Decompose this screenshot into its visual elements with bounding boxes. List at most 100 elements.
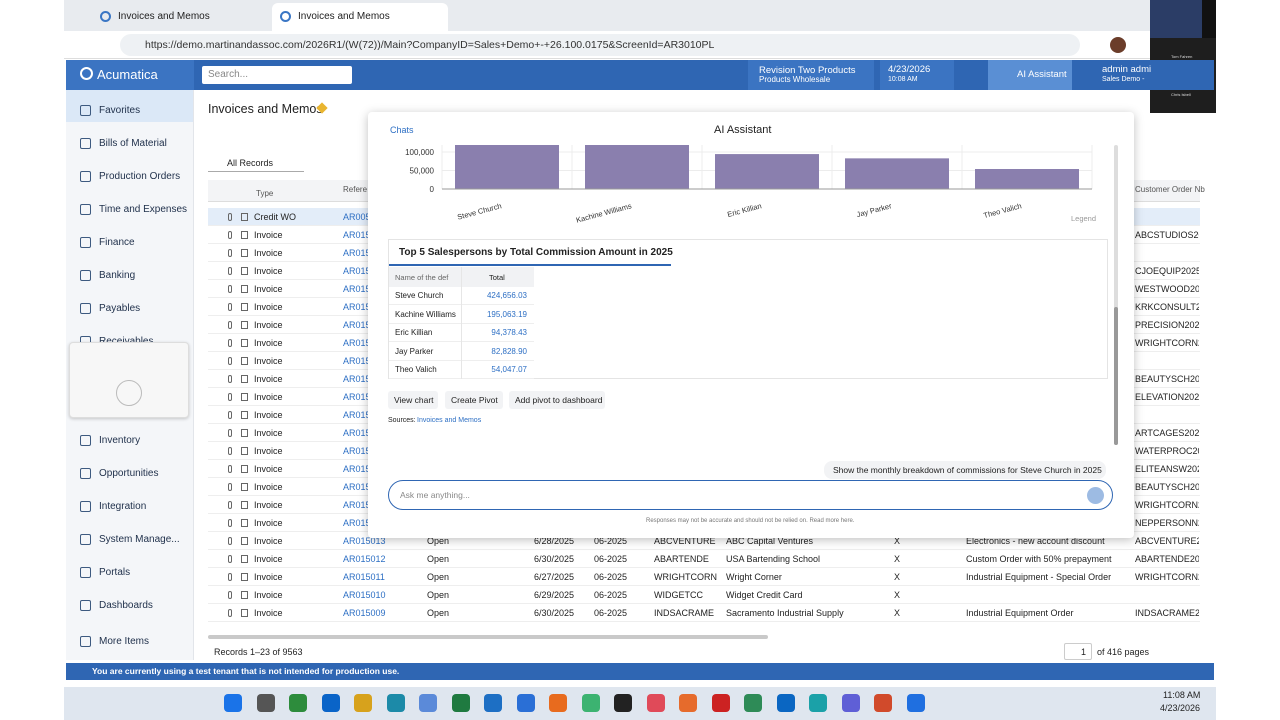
sidebar-item[interactable]: More Items: [99, 636, 150, 647]
cell-ref[interactable]: AR015: [343, 302, 371, 312]
taskbar-app[interactable]: [419, 694, 437, 712]
page-input[interactable]: [1064, 643, 1092, 660]
cell-ref[interactable]: AR015: [343, 518, 371, 528]
grid-row[interactable]: [208, 568, 1200, 586]
taskbar-app[interactable]: [516, 694, 535, 712]
action-button[interactable]: Create Pivot: [445, 391, 503, 409]
sidebar-item[interactable]: Payables: [99, 303, 141, 314]
cell-ref[interactable]: AR015: [343, 284, 371, 294]
source-link[interactable]: Invoices and Memos: [417, 417, 482, 424]
taskbar-app[interactable]: [289, 694, 307, 712]
grid-row[interactable]: [208, 586, 1200, 604]
taskbar-app[interactable]: [321, 694, 340, 712]
address-bar[interactable]: [120, 34, 1080, 56]
grid-row[interactable]: [208, 532, 1200, 550]
taskbar-app[interactable]: [581, 694, 600, 712]
sidebar-item[interactable]: Finance: [99, 237, 135, 248]
taskbar-app[interactable]: [809, 694, 827, 712]
taskbar-app[interactable]: [646, 694, 665, 712]
sidebar-item[interactable]: Opportunities: [99, 468, 159, 479]
action-button[interactable]: Add pivot to dashboard: [509, 391, 605, 409]
taskbar-app[interactable]: [386, 694, 405, 712]
back-link[interactable]: Chats: [390, 125, 414, 135]
taskbar-app[interactable]: [874, 694, 892, 712]
sidebar-icon: [80, 435, 91, 446]
cell-ref[interactable]: AR015010: [343, 590, 386, 600]
cell-ref[interactable]: AR015013: [343, 536, 386, 546]
cell-desc: Custom Order with 50% prepayment: [966, 554, 1112, 564]
cell-ref[interactable]: AR015012: [343, 554, 386, 564]
note-icon: [241, 465, 248, 473]
tab-title: Invoices and Memos: [298, 11, 390, 22]
search-box[interactable]: Search...: [202, 66, 352, 84]
branch-selector[interactable]: [748, 60, 874, 90]
note-icon: [241, 609, 248, 617]
taskbar-app[interactable]: [484, 694, 502, 712]
action-button[interactable]: View chart: [388, 391, 438, 409]
panel-title: AI Assistant: [714, 124, 772, 136]
cell-ref[interactable]: AR005: [343, 212, 371, 222]
filter-select[interactable]: All Records: [208, 155, 304, 172]
logo: Acumatica: [97, 67, 158, 82]
cell-ref[interactable]: AR015: [343, 392, 371, 402]
taskbar-app[interactable]: [744, 694, 762, 712]
cell-ref[interactable]: AR015: [343, 500, 371, 510]
cell-ref[interactable]: AR015: [343, 446, 371, 456]
taskbar-app[interactable]: [776, 694, 795, 712]
cell-ref[interactable]: AR015: [343, 464, 371, 474]
cell-ref[interactable]: AR015: [343, 320, 371, 330]
cell-ref[interactable]: AR015: [343, 356, 371, 366]
grid-row[interactable]: [208, 604, 1200, 622]
send-button[interactable]: [1087, 487, 1104, 504]
cell-ref[interactable]: AR015011: [343, 572, 385, 582]
cell-ref[interactable]: AR015: [343, 230, 371, 240]
cell-order: WATERPROC20: [1135, 447, 1199, 456]
ai-button[interactable]: [988, 60, 1072, 90]
taskbar-app[interactable]: [679, 694, 697, 712]
cell-ref[interactable]: AR015: [343, 338, 371, 348]
sidebar-item[interactable]: Integration: [99, 501, 147, 512]
taskbar-app[interactable]: [354, 694, 372, 712]
browser-tab[interactable]: Invoices and Memos: [272, 3, 448, 31]
cell-type: Invoice: [254, 572, 283, 582]
date-selector[interactable]: [880, 60, 954, 90]
taskbar-app[interactable]: [224, 694, 242, 712]
cell-ref[interactable]: AR015: [343, 266, 371, 276]
sidebar-item[interactable]: System Manage...: [99, 534, 180, 545]
cell-desc: Industrial Equipment Order: [966, 608, 1074, 618]
cell-ref[interactable]: AR015009: [343, 608, 386, 618]
taskbar-app[interactable]: [906, 694, 925, 712]
sidebar-item[interactable]: Portals: [99, 567, 131, 578]
sidebar-item[interactable]: Banking: [99, 270, 136, 281]
cell-ref[interactable]: AR015: [343, 482, 371, 492]
taskbar-app[interactable]: [614, 694, 632, 712]
note-icon: [241, 537, 248, 545]
mic-button[interactable]: [116, 380, 142, 406]
sidebar-item[interactable]: Receivables: [99, 337, 153, 347]
taskbar-app[interactable]: [549, 694, 567, 712]
cell-status: Open: [427, 572, 450, 582]
sidebar-item[interactable]: Production Orders: [99, 171, 181, 182]
grid-row[interactable]: [208, 550, 1200, 568]
cell-ref[interactable]: AR015: [343, 428, 371, 438]
note-icon: [241, 375, 248, 383]
sidebar-item[interactable]: Favorites: [99, 105, 141, 116]
taskbar-app[interactable]: [451, 694, 470, 712]
cell-date: 6/30/2025: [534, 608, 575, 618]
cell-ref[interactable]: AR015: [343, 410, 371, 420]
cell-ref[interactable]: AR015: [343, 374, 371, 384]
chat-input[interactable]: Ask me anything...: [388, 480, 1113, 510]
taskbar-app[interactable]: [841, 694, 860, 712]
sidebar-item[interactable]: Bills of Material: [99, 138, 167, 149]
panel-scrollbar: [1114, 145, 1118, 445]
cell-ref[interactable]: AR015: [343, 248, 371, 258]
table-total: 94,378.43: [491, 328, 527, 337]
sidebar-item[interactable]: Dashboards: [99, 600, 153, 611]
sidebar-item[interactable]: Time and Expenses: [99, 204, 188, 215]
taskbar-app[interactable]: [256, 694, 275, 712]
branch-name: Revision Two Products: [759, 65, 856, 76]
taskbar-app[interactable]: [711, 694, 730, 712]
sidebar-item[interactable]: Inventory: [99, 435, 141, 446]
cell-date: 6/30/2025: [534, 554, 575, 564]
browser-tab[interactable]: Invoices and Memos: [92, 3, 268, 31]
